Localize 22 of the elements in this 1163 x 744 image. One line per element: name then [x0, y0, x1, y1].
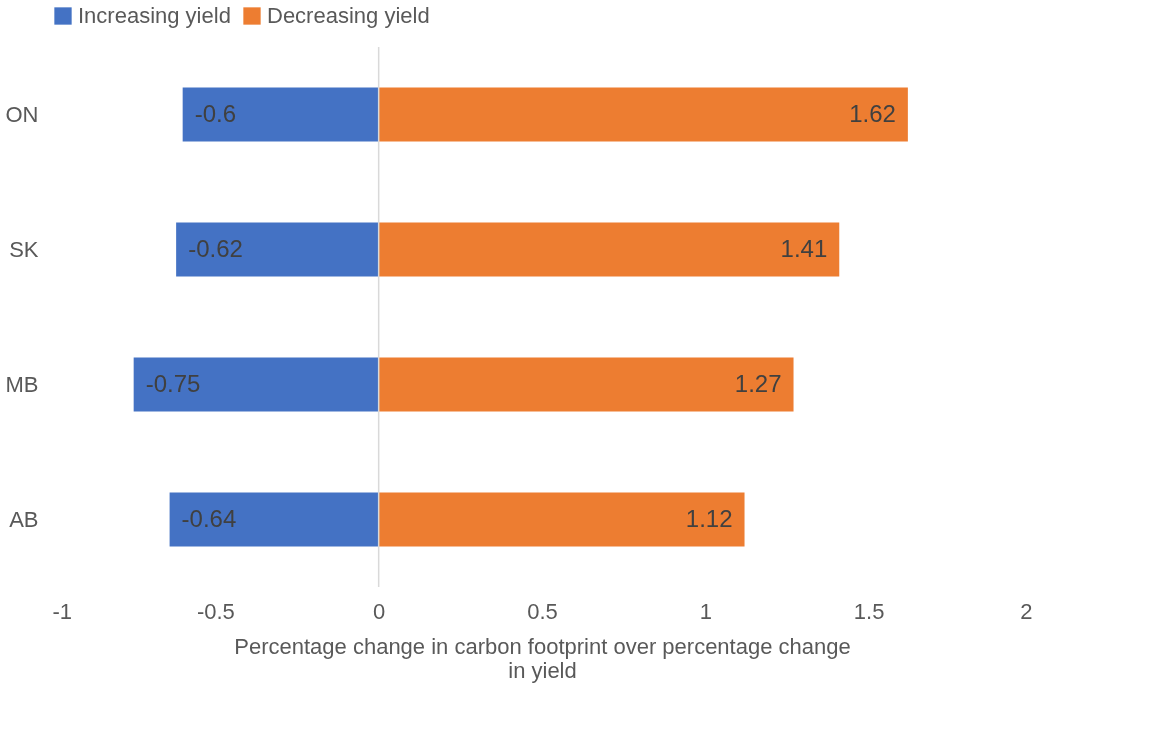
data-label: -0.6: [194, 99, 237, 127]
x-tick-label: 1: [699, 598, 712, 624]
data-label: 1.27: [734, 369, 782, 397]
x-tick-label: -0.5: [196, 598, 235, 624]
y-tick-label: ON: [5, 101, 39, 127]
x-tick-label: 2: [1020, 598, 1033, 624]
data-label: 1.62: [849, 99, 896, 127]
legend-label: Decreasing yield: [267, 3, 430, 28]
data-label: -0.75: [145, 369, 201, 397]
data-label: -0.64: [181, 504, 237, 532]
data-label: 1.41: [780, 234, 828, 262]
data-label: 1.12: [685, 504, 733, 532]
x-axis-title: Percentage change in carbon footprint over percentage change in yield: [234, 633, 851, 683]
y-tick-label: MB: [5, 371, 39, 397]
x-tick-label: -1: [52, 598, 73, 624]
y-tick-label: SK: [9, 236, 39, 262]
legend-label: Increasing yield: [78, 3, 231, 28]
x-tick-label: 0: [373, 598, 386, 624]
data-label: -0.62: [188, 234, 243, 262]
x-tick-label: 1.5: [853, 598, 885, 624]
x-tick-label: 0.5: [527, 598, 558, 624]
y-tick-label: AB: [9, 506, 39, 532]
